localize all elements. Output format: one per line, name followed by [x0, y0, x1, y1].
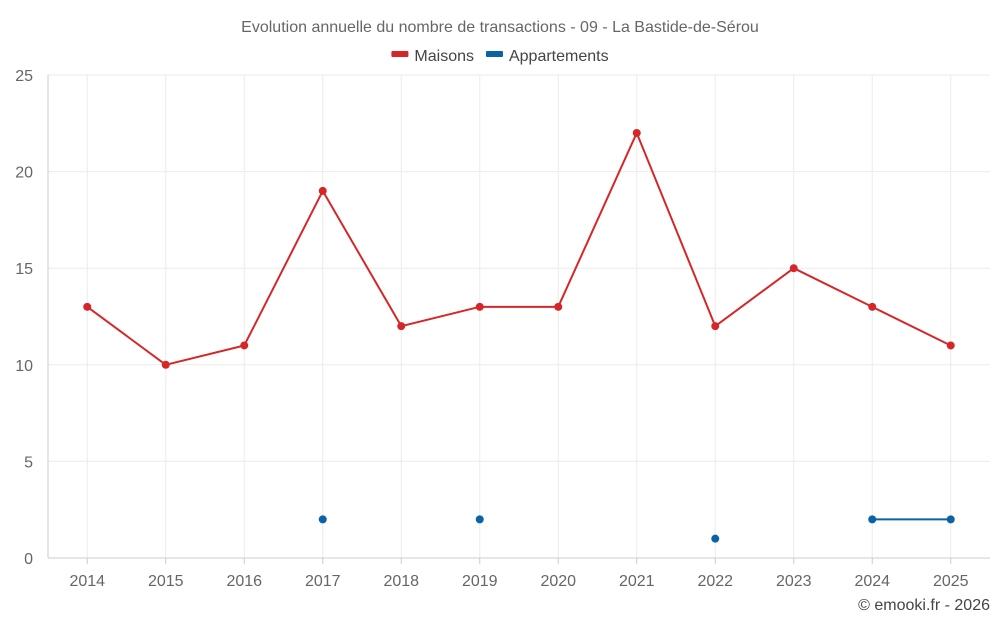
data-point-maisons — [397, 322, 406, 331]
legend-label: Appartements — [509, 48, 609, 65]
data-point-maisons — [946, 341, 955, 350]
y-tick-label: 25 — [15, 68, 33, 85]
data-point-appartements — [868, 515, 877, 524]
x-tick-label: 2023 — [776, 573, 812, 590]
y-tick-label: 10 — [15, 358, 33, 375]
data-point-maisons — [632, 128, 641, 137]
x-axis: 2014 2015 2016 2017 2018 2019 2020 2021 2022 2023… — [48, 557, 990, 590]
x-tick-label: 2016 — [226, 573, 262, 590]
legend-item-maisons[interactable]: Maisons — [391, 48, 474, 65]
y-axis: 0 5 10 15 20 25 — [15, 68, 49, 568]
x-tick-label: 2025 — [933, 573, 969, 590]
data-point-maisons — [711, 322, 720, 331]
data-point-maisons — [83, 302, 92, 311]
data-point-appartements — [946, 515, 955, 524]
data-series — [83, 128, 955, 543]
x-tick-label: 2022 — [697, 573, 733, 590]
x-tick-label: 2018 — [383, 573, 419, 590]
x-tick-label: 2024 — [854, 573, 890, 590]
legend-item-appartements[interactable]: Appartements — [485, 48, 609, 65]
data-point-maisons — [554, 302, 563, 311]
x-tick-label: 2020 — [540, 573, 576, 590]
x-tick-label: 2017 — [305, 573, 341, 590]
legend-swatch — [485, 51, 503, 57]
data-point-appartements — [475, 515, 484, 524]
data-point-maisons — [868, 302, 877, 311]
data-point-maisons — [475, 302, 484, 311]
x-tick-label: 2019 — [462, 573, 498, 590]
gridlines — [48, 74, 990, 558]
legend-label: Maisons — [414, 48, 474, 65]
data-point-maisons — [161, 360, 170, 369]
chart-title: Evolution annuelle du nombre de transact… — [241, 19, 759, 36]
legend: Maisons Appartements — [391, 48, 609, 65]
data-point-maisons — [318, 186, 327, 195]
data-point-appartements — [318, 515, 327, 524]
y-tick-label: 5 — [24, 454, 33, 471]
credit-text: © emooki.fr - 2026 — [858, 597, 990, 614]
x-tick-label: 2014 — [69, 573, 105, 590]
legend-swatch — [391, 51, 409, 57]
data-point-maisons — [240, 341, 249, 350]
y-tick-label: 0 — [24, 551, 33, 568]
y-tick-label: 20 — [15, 165, 33, 182]
x-tick-label: 2015 — [148, 573, 184, 590]
y-tick-label: 15 — [15, 261, 33, 278]
data-point-appartements — [711, 534, 720, 543]
x-tick-label: 2021 — [619, 573, 655, 590]
data-point-maisons — [789, 264, 798, 273]
series-line-maisons — [86, 131, 952, 366]
